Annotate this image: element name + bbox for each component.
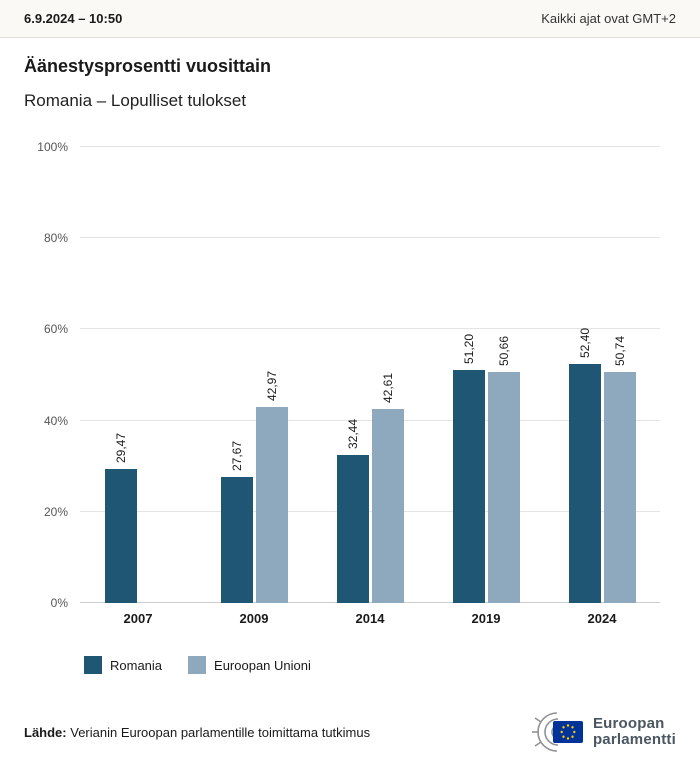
bar-romania-2009[interactable]: [220, 476, 253, 603]
y-axis-label: 40%: [43, 413, 68, 428]
x-axis-label-2024: 2024: [587, 611, 617, 626]
bar-groups: 29,47 27,67 42,97 32,44 42,61 51,20 50,66 52,40…: [80, 147, 660, 603]
bar-column: 32,44: [336, 419, 369, 603]
footer: Lähde: Verianin Euroopan parlamentille t…: [24, 708, 676, 756]
bar-euroopan-unioni-2019[interactable]: [487, 372, 520, 603]
bar-value-label: 52,40: [577, 328, 592, 359]
x-axis-label-2014: 2014: [355, 611, 385, 626]
logo-line-2: parlamentti: [592, 731, 676, 748]
logo-line-1: Euroopan: [592, 714, 665, 732]
bar-column: 50,66: [487, 335, 520, 603]
bar-romania-2024[interactable]: [568, 364, 601, 603]
bar-column: 29,47: [104, 432, 137, 603]
y-axis-label: 60%: [43, 322, 68, 337]
eu-flag-icon: [552, 721, 583, 743]
gridline: [80, 419, 660, 421]
legend-label: Romania: [110, 657, 163, 673]
logo-text: Euroopan parlamentti: [592, 714, 676, 749]
y-axis-label: 0%: [50, 596, 68, 610]
source-note: Lähde: Verianin Euroopan parlamentille t…: [24, 725, 370, 740]
page-title: Äänestysprosentti vuosittain: [24, 56, 272, 76]
bar-romania-2014[interactable]: [336, 455, 369, 603]
bar-value-label: 50,66: [496, 335, 511, 366]
top-bar: 6.9.2024 – 10:50 Kaikki ajat ovat GMT+2: [0, 0, 700, 38]
bar-column: 50,74: [603, 335, 636, 603]
x-axis-label-2009: 2009: [239, 611, 269, 626]
bar-chart: 0% 20% 40% 60% 80% 100% 29,47 27,67 42,97 32,44 42…: [0, 140, 700, 626]
bar-column: 51,20: [452, 333, 485, 603]
chart-legend: Romania Euroopan Unioni: [84, 656, 700, 674]
bar-value-label: 42,97: [264, 371, 279, 402]
gridline: [80, 602, 660, 603]
title-block: Äänestysprosentti vuosittain Romania – L…: [0, 38, 700, 111]
source-label: Lähde:: [24, 724, 67, 740]
legend-swatch: [84, 656, 102, 674]
timezone-note: Kaikki ajat ovat GMT+2: [541, 11, 676, 26]
bar-romania-2007[interactable]: [104, 468, 137, 603]
bar-value-label: 27,67: [229, 440, 244, 471]
legend-label: Euroopan Unioni: [214, 657, 311, 673]
plot-area: 0% 20% 40% 60% 80% 100% 29,47 27,67 42,97 32,44 42…: [37, 140, 660, 610]
bar-euroopan-unioni-2009[interactable]: [255, 407, 288, 603]
bar-column: 42,61: [371, 372, 404, 603]
bar-value-label: 42,61: [380, 372, 395, 403]
gridline: [80, 328, 660, 330]
bar-value-label: 51,20: [461, 333, 476, 364]
bar-value-label: 50,74: [612, 335, 627, 366]
european-parliament-logo[interactable]: Euroopan parlamentti: [511, 708, 676, 756]
y-axis-label: 80%: [43, 231, 68, 246]
gridline: [80, 146, 660, 147]
bar-value-label: 29,47: [113, 432, 128, 463]
legend-item-euroopan-unioni[interactable]: Euroopan Unioni: [188, 656, 311, 674]
source-text: Verianin Euroopan parlamentille toimitta…: [66, 724, 371, 740]
y-axis-label: 20%: [43, 504, 68, 519]
bar-column: 52,40: [568, 328, 601, 603]
bar-romania-2019[interactable]: [452, 369, 485, 603]
bar-group-2014: 32,44 42,61: [312, 147, 428, 603]
page-subtitle: Romania – Lopulliset tulokset: [24, 91, 247, 110]
gridline: [80, 237, 660, 239]
bar-group-2019: 51,20 50,66: [428, 147, 544, 603]
bar-group-2009: 27,67 42,97: [196, 147, 312, 603]
y-axis-label: 100%: [37, 140, 68, 154]
x-axis: 2007 2009 2014 2019 2024: [80, 611, 660, 626]
bar-euroopan-unioni-2014[interactable]: [371, 408, 404, 603]
datetime-label: 6.9.2024 – 10:50: [24, 11, 123, 26]
x-axis-label-2019: 2019: [471, 611, 501, 626]
bar-column: 42,97: [255, 371, 288, 603]
bar-group-2024: 52,40 50,74: [544, 147, 660, 603]
legend-item-romania[interactable]: Romania: [84, 656, 162, 674]
parliament-hemicycle-icon: [531, 712, 583, 752]
bar-value-label: 32,44: [345, 419, 360, 450]
legend-swatch: [188, 656, 207, 674]
gridline: [80, 510, 660, 512]
bar-group-2007: 29,47: [80, 147, 196, 603]
bar-euroopan-unioni-2024[interactable]: [603, 371, 636, 603]
bar-column: 27,67: [220, 440, 253, 603]
x-axis-label-2007: 2007: [123, 611, 153, 626]
